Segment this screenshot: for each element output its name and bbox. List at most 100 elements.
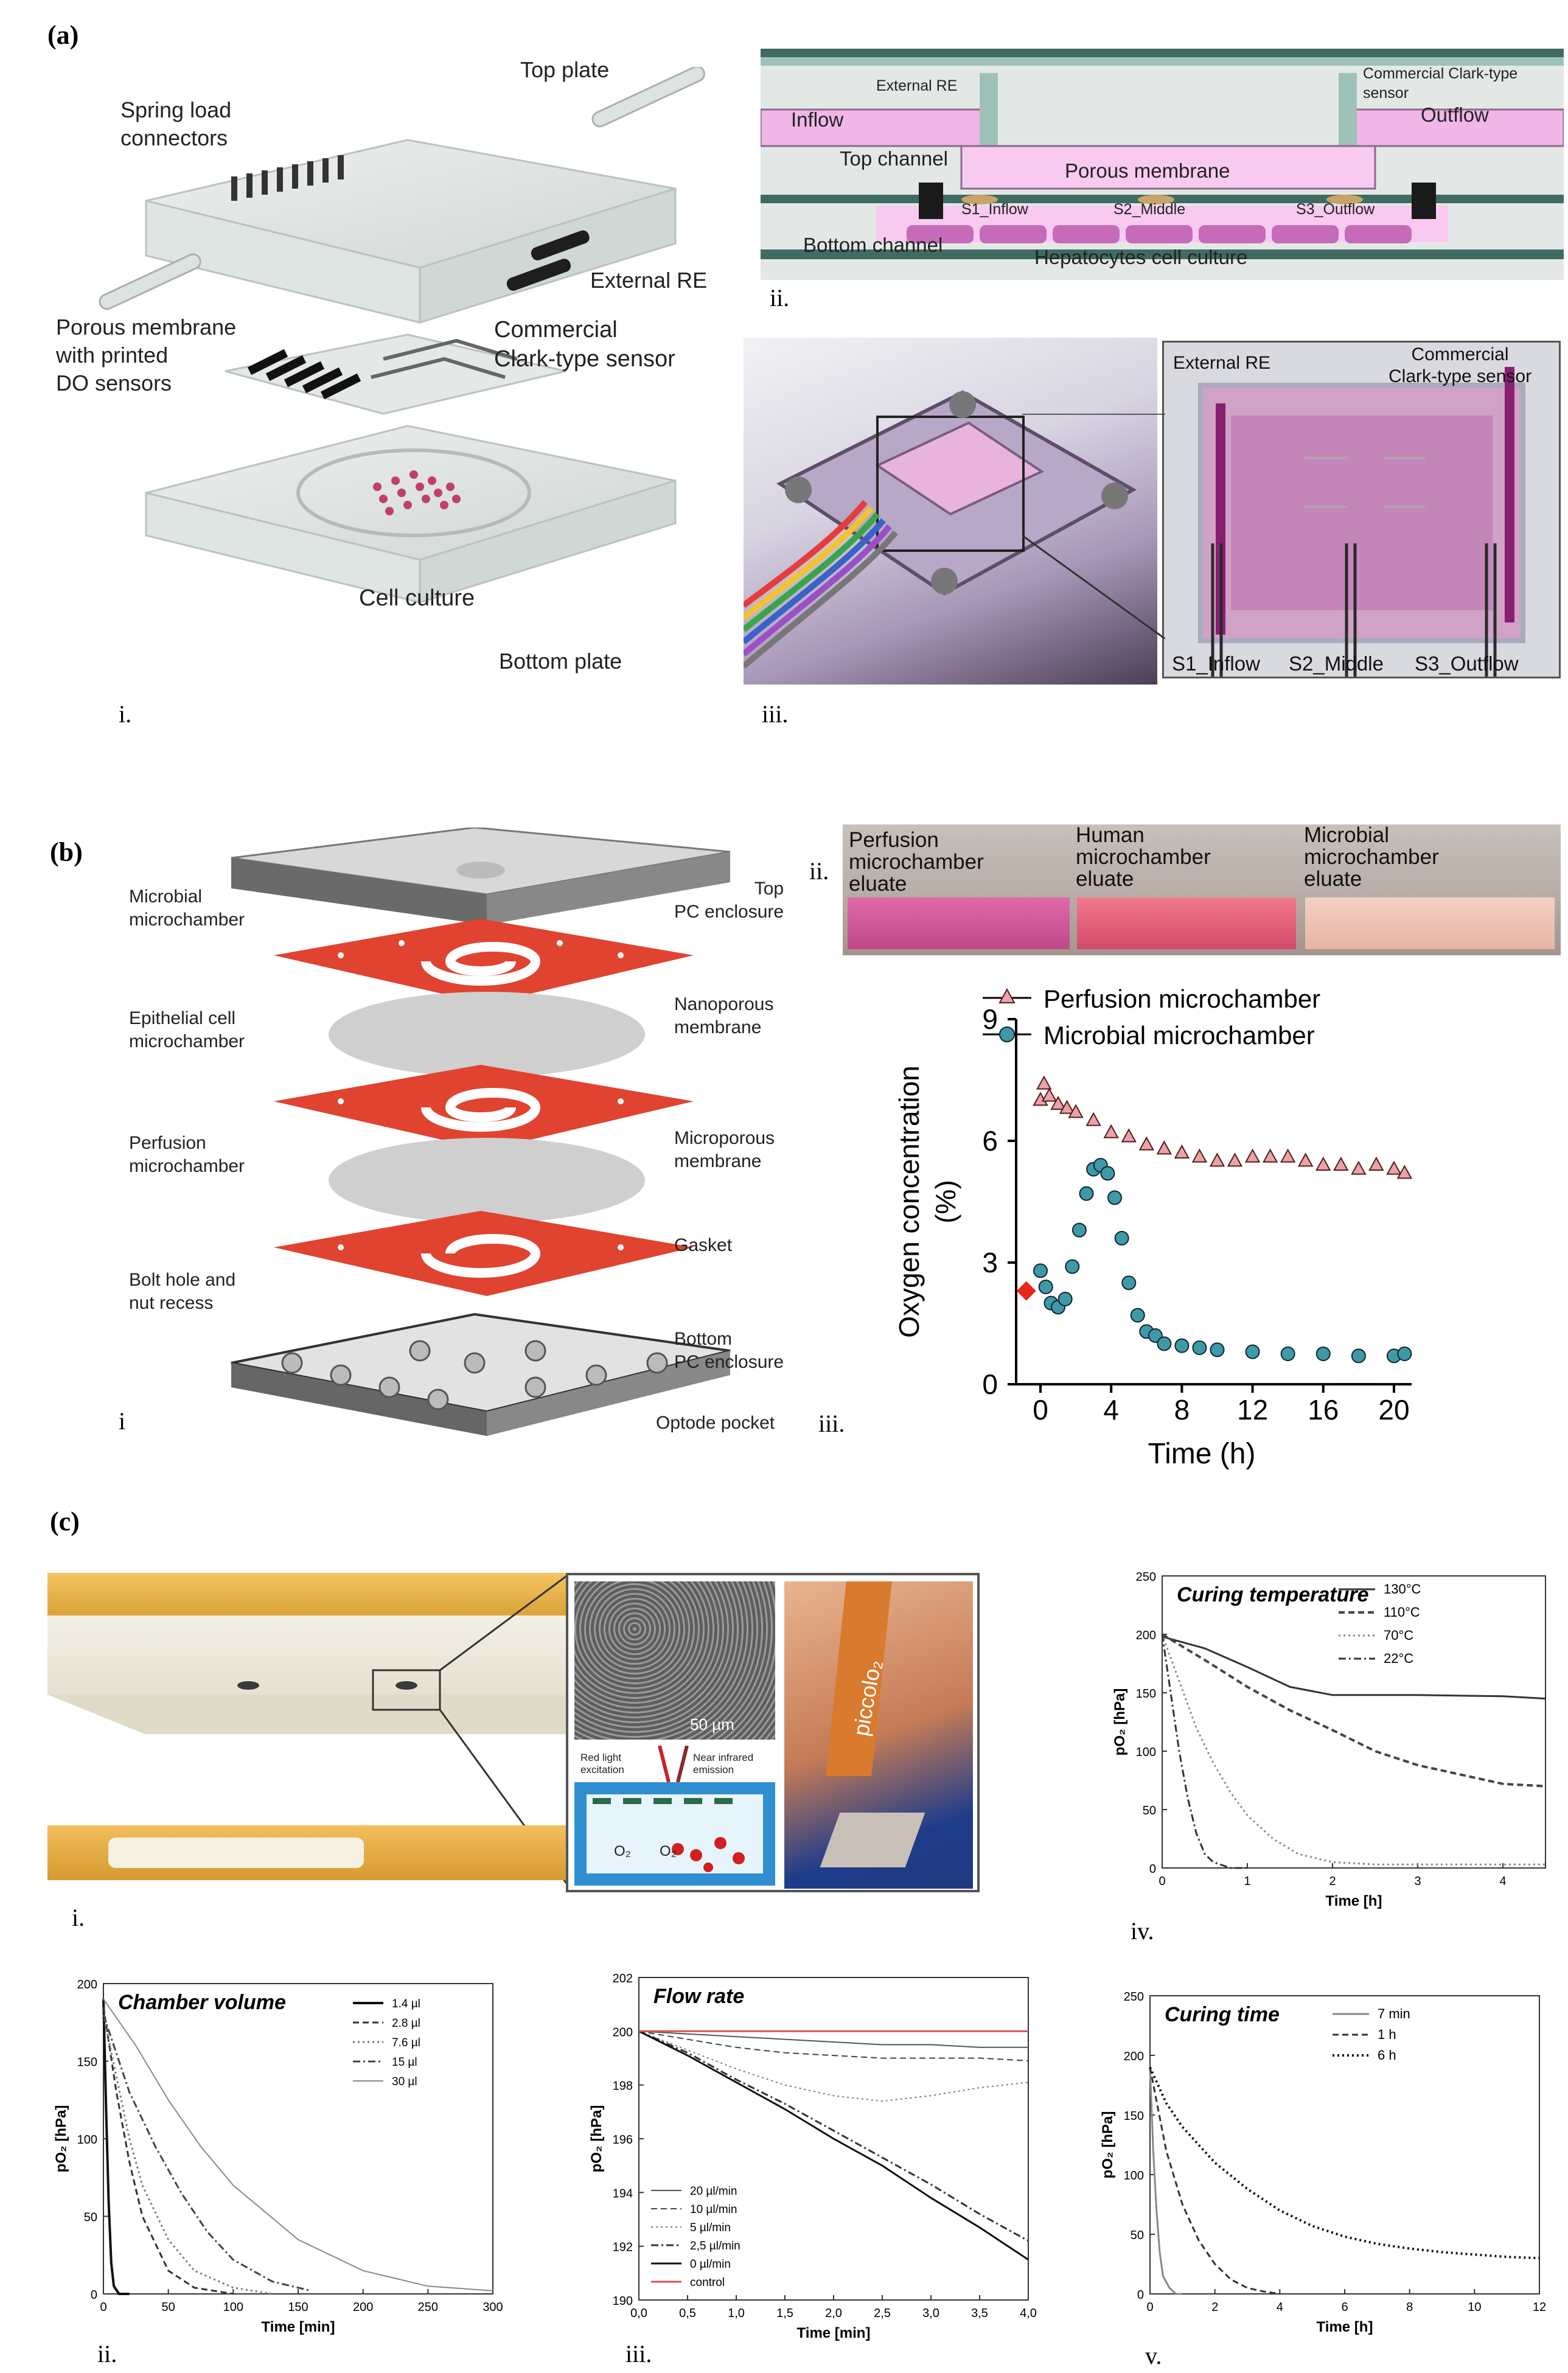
legend-label: Microbial microchamber [1044, 1021, 1315, 1050]
legend-label: control [690, 2276, 725, 2289]
x-tick-label: 12 [1533, 2301, 1546, 2314]
x-axis-label: Time (h) [1148, 1438, 1256, 1470]
y-tick-label: 190 [613, 2295, 633, 2308]
y-axis-label: pO₂ [hPa] [1099, 2111, 1116, 2179]
series-line-2 [102, 2007, 234, 2295]
panel-c-label: (c) [50, 1507, 80, 1536]
microbial-point [1351, 1348, 1366, 1364]
panel-c-sub-v: v. [1145, 2342, 1162, 2369]
microbial-point [1315, 1347, 1331, 1361]
x-tick-label: 4 [1277, 2301, 1283, 2314]
x-axis-label: Time [h] [1326, 1893, 1382, 1909]
chart-c-v: 0 2 4 6 8 10 12 0 50 100 150 200 250 Time [h] pO₂ [hPa… [1071, 1971, 1564, 2349]
microbial-point [1210, 1342, 1225, 1357]
y-tick-label: 100 [77, 2133, 97, 2147]
perfusion-point [1050, 1095, 1066, 1110]
chart-c-iii: 0,0 0,5 1,0 1,5 2,0 2,5 3,0 3,5 4,0 190 192 194 196 1… [566, 1953, 1047, 2343]
y-tick-label: 200 [1136, 1629, 1156, 1642]
perfusion-point [1121, 1128, 1137, 1143]
perfusion-point [1156, 1140, 1173, 1155]
series-line-1 [1149, 2067, 1183, 2295]
perfusion-point [1396, 1165, 1413, 1179]
legend-label: 1.4 µl [392, 1998, 420, 2010]
cs-s3: S3_Outflow [1296, 201, 1375, 218]
chart-title: Chamber volume [118, 1991, 286, 2014]
x-tick-label: 12 [1237, 1394, 1268, 1426]
y-tick-label: 50 [1131, 2229, 1144, 2242]
panel-c-sub-iii: iii. [625, 2340, 652, 2368]
photo-s3: S3_Outflow [1415, 652, 1519, 675]
y-axis-label: pO₂ [hPa] [588, 2105, 605, 2173]
label-epithelial: Epithelial cell microchamber [129, 1008, 245, 1051]
x-tick-label: 0 [1033, 1394, 1048, 1426]
legend-label: 5 µl/min [690, 2221, 731, 2234]
label-microbial: Microbial microchamber [129, 887, 245, 930]
perfusion-point [1368, 1156, 1384, 1171]
label-gasket: Gasket [674, 1235, 733, 1255]
cs-s2: S2_Middle [1113, 201, 1186, 218]
y-tick-label: 192 [613, 2241, 633, 2254]
series-line-2 [638, 2030, 1029, 2061]
microbial-point [1107, 1190, 1122, 1205]
x-tick-label: 0 [1146, 2301, 1153, 2314]
cs-porous-membrane: Porous membrane [1065, 159, 1230, 182]
label-porous-membrane: Porous membrane with printed DO sensors [56, 315, 237, 396]
panel-c-i-chip-render [47, 1573, 571, 1889]
legend-label: 130°C [1384, 1581, 1421, 1597]
legend-label: 6 h [1378, 2047, 1396, 2063]
microbial-point [1397, 1347, 1412, 1361]
label-perfusion: Perfusion microchamber [129, 1133, 245, 1176]
eluate-label-human: Human microchamber eluate [1076, 824, 1211, 891]
legend-label: 7 min [1378, 2006, 1410, 2021]
label-microporous: Microporous membrane [674, 1128, 775, 1171]
legend-label: 22°C [1384, 1651, 1413, 1666]
microbial-point [1280, 1347, 1295, 1361]
series-line-4 [102, 2014, 312, 2292]
perfusion-point [1386, 1160, 1402, 1175]
x-tick-label: 1 [1244, 1875, 1250, 1888]
microbial-point [1033, 1263, 1048, 1278]
series-line-3 [638, 2030, 1029, 2102]
x-axis-label: Time [min] [262, 2319, 335, 2335]
cs-clark-sensor: Commercial Clark-type sensor [1363, 65, 1518, 102]
eluate-label-microbial: Microbial microchamber eluate [1304, 824, 1439, 891]
series-line-5 [103, 1998, 493, 2291]
panel-c-sub-iv: iv. [1131, 1917, 1154, 1945]
legend-marker-microbial [999, 1026, 1015, 1042]
y-axis-label: Oxygen concentration [893, 1065, 925, 1338]
label-nanoporous: Nanoporous membrane [674, 994, 774, 1037]
legend-label: 15 µl [392, 2056, 417, 2069]
eluate-label-perfusion: Perfusion microchamber eluate [849, 828, 984, 896]
x-tick-label: 4 [1499, 1875, 1506, 1888]
panel-a-sub-iii: iii. [762, 700, 789, 728]
label-top-pc: Top PC enclosure [674, 879, 784, 922]
x-tick-label: 1,5 [776, 2307, 793, 2320]
x-tick-label: 2,0 [825, 2307, 842, 2320]
panel-c-sub-ii: ii. [97, 2340, 117, 2368]
label-clark-sensor: Commercial Clark-type sensor [494, 317, 675, 372]
x-tick-label: 8 [1174, 1394, 1190, 1426]
panel-c-sub-i: i. [72, 1904, 85, 1931]
y-tick-label: 200 [77, 1978, 97, 1991]
perfusion-point [1262, 1148, 1278, 1163]
microbial-point [1079, 1186, 1094, 1201]
x-tick-label: 20 [1378, 1394, 1409, 1426]
x-tick-label: 100 [223, 2301, 243, 2314]
label-bottom-plate: Bottom plate [499, 649, 622, 674]
microbial-point [1245, 1344, 1260, 1359]
cs-hepatocytes: Hepatocytes cell culture [1034, 246, 1248, 268]
legend-label: 0 µl/min [690, 2258, 731, 2271]
series-line-4 [1161, 1634, 1247, 1869]
x-tick-label: 0 [100, 2301, 106, 2314]
x-tick-label: 1,0 [728, 2307, 745, 2320]
microbial-point [1071, 1222, 1087, 1238]
x-tick-label: 10 [1468, 2301, 1481, 2314]
panel-b-ii-eluate-photo: Perfusion microchamber eluate Human micr… [843, 824, 1561, 955]
series-line-1 [638, 2030, 1028, 2048]
x-tick-label: 3 [1414, 1875, 1421, 1888]
series-line-5 [638, 2030, 1029, 2261]
perfusion-point [1333, 1156, 1349, 1171]
red-marker [1016, 1281, 1036, 1301]
cs-external-re: External RE [876, 77, 958, 94]
microbial-point [1192, 1340, 1207, 1355]
